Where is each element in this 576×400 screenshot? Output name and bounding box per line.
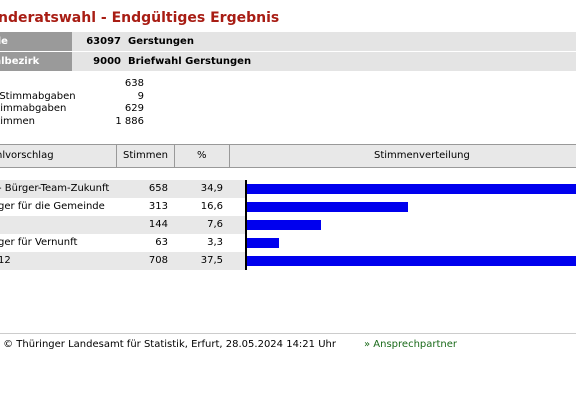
party-name: ger für Vernunft bbox=[0, 237, 78, 248]
info-name: Briefwahl Gerstungen bbox=[128, 56, 252, 67]
percent-cell: 16,6 bbox=[200, 201, 223, 212]
table-row: ger für Vernunft 63 3,3 bbox=[0, 234, 245, 252]
column-divider bbox=[229, 145, 230, 167]
stat-row: Stimmen 1 886 bbox=[0, 116, 150, 129]
percent-cell: 7,6 bbox=[207, 219, 223, 230]
info-label: hlbezirk bbox=[0, 52, 72, 71]
stat-value: 629 bbox=[124, 103, 144, 115]
header-stimmenverteilung: Stimmenverteilung bbox=[374, 150, 470, 161]
info-name: Gerstungen bbox=[128, 36, 194, 47]
table-row: ger für die Gemeinde 313 16,6 bbox=[0, 198, 245, 216]
percent-cell: 3,3 bbox=[207, 237, 223, 248]
header-stimmen: Stimmen bbox=[123, 150, 169, 161]
info-row-gemeinde: de 63097 Gerstungen bbox=[0, 32, 576, 51]
stat-value: 9 bbox=[137, 90, 144, 102]
percent-cell: 34,9 bbox=[200, 183, 223, 194]
percent-cell: 37,5 bbox=[200, 255, 223, 266]
stat-value: 638 bbox=[124, 78, 144, 89]
votes-cell: 313 bbox=[148, 201, 168, 212]
votes-cell: 144 bbox=[148, 219, 168, 230]
copyright-text: t © Thüringer Landesamt für Statistik, E… bbox=[0, 339, 336, 350]
table-row: - Bürger-Team-Zukunft 658 34,9 bbox=[0, 180, 245, 198]
votes-cell: 63 bbox=[155, 237, 168, 248]
vote-bar bbox=[247, 238, 279, 248]
vote-bar bbox=[247, 220, 321, 230]
contact-link[interactable]: » Ansprechpartner bbox=[364, 339, 458, 350]
chart-axis bbox=[245, 180, 247, 270]
stat-label: Stimmen bbox=[0, 115, 36, 127]
results-table-body: - Bürger-Team-Zukunft 658 34,9 ger für d… bbox=[0, 180, 245, 270]
party-name: - Bürger-Team-Zukunft bbox=[0, 183, 110, 194]
stat-value: 1 886 bbox=[115, 115, 144, 127]
info-label: de bbox=[0, 32, 72, 51]
votes-cell: 658 bbox=[148, 183, 168, 194]
party-name: ger für die Gemeinde bbox=[0, 201, 105, 212]
table-row: 12 708 37,5 bbox=[0, 252, 245, 270]
stat-row: Stimmabgaben 629 bbox=[0, 103, 150, 116]
vote-bar bbox=[247, 184, 576, 194]
stat-row: 638 bbox=[0, 78, 150, 91]
results-table-header: hlvorschlag Stimmen % Stimmenverteilung bbox=[0, 144, 576, 168]
votes-cell: 708 bbox=[148, 255, 168, 266]
stats-list: 638 e Stimmabgaben 9 Stimmabgaben 629 St… bbox=[0, 78, 150, 128]
vote-bar bbox=[247, 256, 576, 266]
table-row: 144 7,6 bbox=[0, 216, 245, 234]
stat-row: e Stimmabgaben 9 bbox=[0, 91, 150, 104]
info-number: 63097 bbox=[86, 36, 121, 47]
header-wahlvorschlag: hlvorschlag bbox=[0, 150, 54, 161]
footer-divider bbox=[0, 333, 576, 334]
info-number: 9000 bbox=[93, 56, 121, 67]
vote-distribution-chart bbox=[245, 180, 576, 270]
party-name: 12 bbox=[0, 255, 11, 266]
stat-label: e Stimmabgaben bbox=[0, 90, 76, 102]
header-percent: % bbox=[197, 150, 207, 161]
info-table: de 63097 Gerstungen hlbezirk 9000 Briefw… bbox=[0, 32, 576, 72]
info-row-wahlbezirk: hlbezirk 9000 Briefwahl Gerstungen bbox=[0, 52, 576, 71]
vote-bar bbox=[247, 202, 408, 212]
column-divider bbox=[174, 145, 175, 167]
stat-label: Stimmabgaben bbox=[0, 103, 67, 115]
column-divider bbox=[116, 145, 117, 167]
page-title: nderatswahl - Endgültiges Ergebnis bbox=[0, 10, 280, 26]
